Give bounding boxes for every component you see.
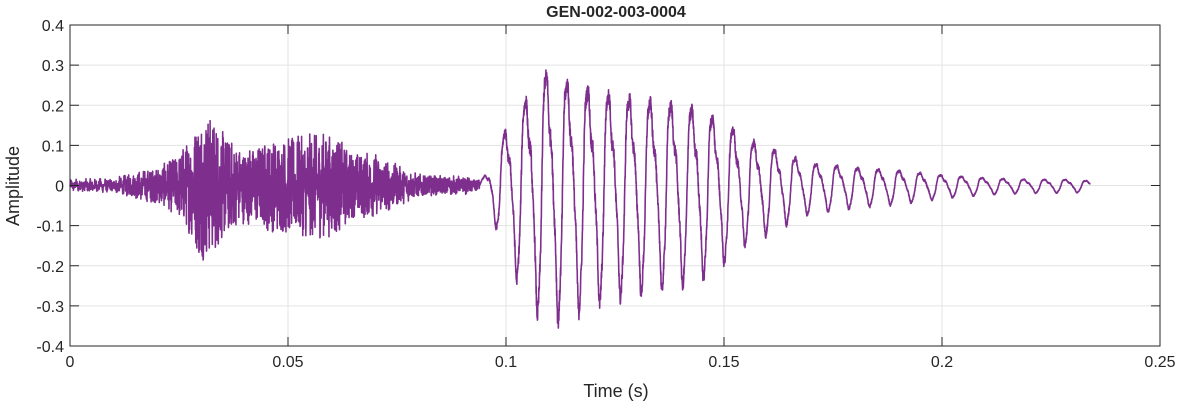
y-tick-label: 0.4	[42, 18, 64, 35]
y-tick-label: -0.1	[36, 219, 64, 236]
x-tick-label: 0.2	[931, 354, 953, 371]
data-layer	[69, 69, 1091, 329]
x-axis-label: Time (s)	[583, 381, 648, 401]
y-tick-label: -0.2	[36, 259, 64, 276]
waveform-series-line	[69, 69, 1091, 329]
y-tick-label: 0	[55, 179, 64, 196]
y-tick-label: 0.2	[42, 98, 64, 115]
y-tick-label: 0.1	[42, 138, 64, 155]
x-tick-label: 0	[66, 354, 75, 371]
y-tick-label: -0.4	[36, 339, 64, 356]
y-axis-label: Amplitude	[3, 146, 23, 226]
x-tick-label: 0.1	[495, 354, 517, 371]
x-tick-label: 0.25	[1144, 354, 1175, 371]
ticks: 0 0.05 0.1 0.15 0.2 0.25 -0.4 -0.3 -0.2 -0.1 0 0.1 0…	[36, 18, 1175, 371]
chart-title: GEN-002-003-0004	[546, 4, 686, 21]
y-tick-label: 0.3	[42, 58, 64, 75]
x-tick-label: 0.05	[272, 354, 303, 371]
x-tick-label: 0.15	[708, 354, 739, 371]
y-tick-label: -0.3	[36, 299, 64, 316]
